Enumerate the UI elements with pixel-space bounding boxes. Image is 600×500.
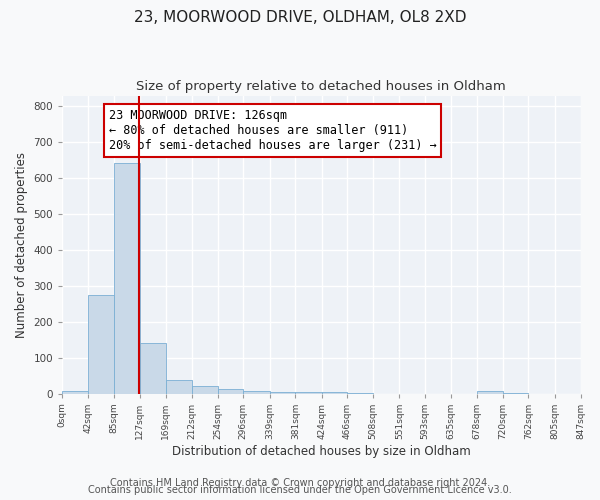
Title: Size of property relative to detached houses in Oldham: Size of property relative to detached ho… — [136, 80, 506, 93]
Bar — [322, 392, 347, 394]
Bar — [295, 392, 322, 394]
Bar — [140, 344, 166, 394]
Bar — [218, 389, 244, 394]
Text: Contains HM Land Registry data © Crown copyright and database right 2024.: Contains HM Land Registry data © Crown c… — [110, 478, 490, 488]
Bar — [166, 380, 192, 394]
Y-axis label: Number of detached properties: Number of detached properties — [15, 152, 28, 338]
Text: 23 MOORWOOD DRIVE: 126sqm
← 80% of detached houses are smaller (911)
20% of semi: 23 MOORWOOD DRIVE: 126sqm ← 80% of detac… — [109, 109, 437, 152]
Bar — [477, 392, 503, 394]
X-axis label: Distribution of detached houses by size in Oldham: Distribution of detached houses by size … — [172, 444, 471, 458]
Bar — [62, 390, 88, 394]
Bar — [244, 390, 269, 394]
Bar — [114, 164, 140, 394]
Bar — [192, 386, 218, 394]
Bar — [269, 392, 295, 394]
Text: Contains public sector information licensed under the Open Government Licence v3: Contains public sector information licen… — [88, 485, 512, 495]
Text: 23, MOORWOOD DRIVE, OLDHAM, OL8 2XD: 23, MOORWOOD DRIVE, OLDHAM, OL8 2XD — [134, 10, 466, 25]
Bar — [88, 295, 114, 394]
